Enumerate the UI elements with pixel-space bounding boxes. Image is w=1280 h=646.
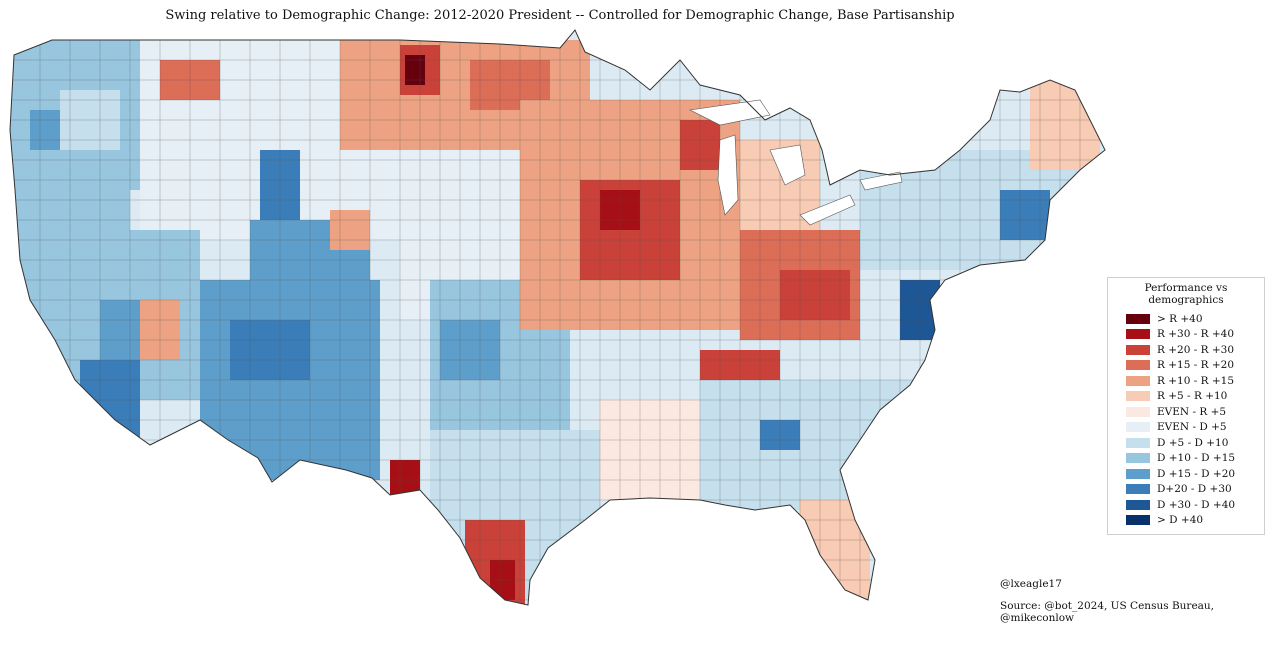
legend-swatch [1126,515,1150,526]
legend-title: Performance vs demographics [1144,282,1228,306]
legend-swatch [1126,437,1150,448]
region-co-red [330,210,370,250]
legend-label: R +10 - R +15 [1157,374,1235,387]
legend-label: R +20 - R +30 [1157,343,1235,356]
region-ne-blue [1000,190,1050,240]
legend-swatch [1126,360,1150,371]
region-florida [800,500,870,600]
author-handle: @lxeagle17 [1000,578,1062,590]
region-ohio-dark [780,270,850,320]
legend-swatch [1126,375,1150,386]
legend-swatch [1126,313,1150,324]
map-title: Swing relative to Demographic Change: 20… [165,8,955,23]
legend-swatch [1126,468,1150,479]
legend-swatch [1126,453,1150,464]
legend-item: D+20 - D +30 [1114,482,1258,498]
legend-label: EVEN - D +5 [1157,421,1227,434]
legend-label: D +10 - D +15 [1157,452,1236,465]
region-panhandle [440,320,500,380]
lake-superior [689,99,771,126]
legend-swatch [1126,406,1150,417]
legend-item: D +30 - D +40 [1114,497,1258,513]
legend-label: R +30 - R +40 [1157,328,1235,341]
legend-item: D +5 - D +10 [1114,435,1258,451]
legend-label: D+20 - D +30 [1157,483,1232,496]
legend-swatch [1126,329,1150,340]
legend-swatch [1126,499,1150,510]
region-central-valley [100,300,140,360]
legend-swatch [1126,391,1150,402]
legend-swatch [1126,344,1150,355]
region-phoenix [230,320,310,380]
region-maine [1030,80,1100,170]
legend-label: D +30 - D +40 [1157,498,1236,511]
legend-item: R +30 - R +40 [1114,327,1258,343]
legend-label: R +15 - R +20 [1157,359,1235,372]
legend-label: EVEN - R +5 [1157,405,1227,418]
legend-label: > D +40 [1157,514,1204,527]
legend-item: > D +40 [1114,513,1258,529]
legend-label: > R +40 [1157,312,1203,325]
legend-swatch [1126,422,1150,433]
legend-item: R +10 - R +15 [1114,373,1258,389]
legend: Performance vs demographics > R +40 R +30… [1107,277,1265,535]
legend-label: D +5 - D +10 [1157,436,1229,449]
legend-items: > R +40 R +30 - R +40 R +20 - R +30 R +15 -… [1114,311,1258,528]
lake-huron [769,144,806,186]
legend-item: R +20 - R +30 [1114,342,1258,358]
legend-item: > R +40 [1114,311,1258,327]
legend-label: D +15 - D +20 [1157,467,1236,480]
lake-michigan [717,134,739,216]
legend-item: R +15 - R +20 [1114,358,1258,374]
lake-erie [799,194,856,226]
legend-label: R +5 - R +10 [1157,390,1228,403]
legend-swatch [1126,484,1150,495]
region-nd-dark [405,55,425,85]
source-credit: Source: @bot_2024, US Census Bureau, @mi… [1000,600,1215,624]
region-south-central [600,400,700,500]
legend-item: D +10 - D +15 [1114,451,1258,467]
legend-item: EVEN - D +5 [1114,420,1258,436]
legend-item: R +5 - R +10 [1114,389,1258,405]
legend-item: EVEN - R +5 [1114,404,1258,420]
region-southeast [700,380,920,510]
us-outline [9,29,1106,606]
region-puget [30,110,60,150]
legend-item: D +15 - D +20 [1114,466,1258,482]
